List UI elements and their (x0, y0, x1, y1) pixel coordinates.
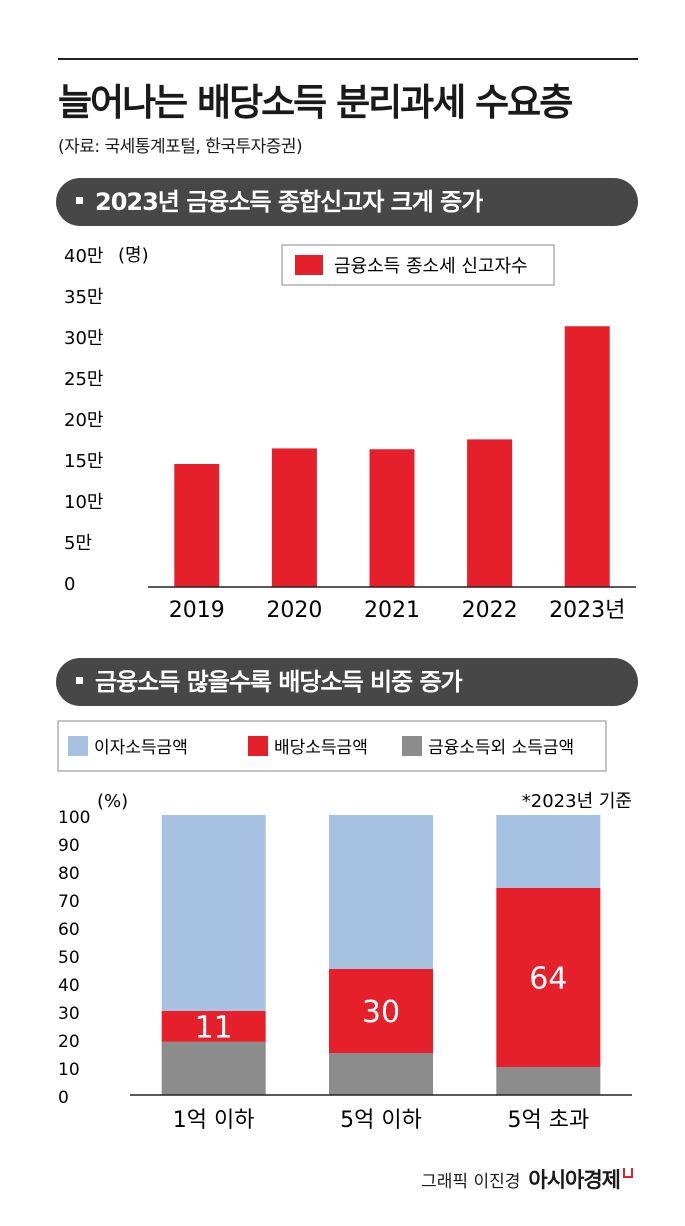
c1-bar (467, 439, 513, 587)
c2-bar-other (496, 1067, 601, 1095)
c2-bar-other (329, 1053, 433, 1095)
c2-bar-dividend (161, 1011, 266, 1042)
c2-bar-interest (496, 815, 601, 888)
c2-ytick-label: 50 (58, 948, 80, 968)
c1-bar (369, 449, 415, 587)
c1-xtick-label: 2019 (169, 598, 225, 623)
c1-bar (174, 464, 220, 587)
c1-xtick-label: 2022 (462, 598, 518, 623)
c1-ytick-label: 40만 (64, 246, 103, 267)
c2-unit-label: (%) (97, 791, 128, 812)
c2-legend-other: 금융소득외 소득금액 (428, 738, 574, 758)
c2-legend: 이자소득금액 배당소득금액 금융소득외 소득금액 (57, 720, 607, 772)
c2-ytick-label: 0 (58, 1088, 69, 1108)
c1-xtick-label: 2023년 (549, 598, 625, 623)
c2-ytick-label: 90 (58, 836, 80, 856)
c2-ytick-label: 100 (58, 808, 90, 828)
c2-data-label: 30 (362, 995, 400, 1030)
c2-ytick-label: 40 (58, 976, 80, 996)
c2-legend-swatch-other (402, 736, 422, 756)
c1-xtick-label: 2020 (266, 598, 322, 623)
c2-data-label: 11 (195, 1010, 233, 1045)
c1-ytick-label: 0 (64, 574, 75, 595)
c1-legend: 금융소득 종소세 신고자수 (281, 244, 555, 286)
c2-legend-dividend: 배당소득금액 (274, 738, 368, 758)
c2-ytick-label: 60 (58, 920, 80, 940)
top-rule (58, 58, 638, 60)
c2-bar-other (161, 1041, 266, 1095)
c1-xtick-label: 2021 (364, 598, 420, 623)
c2-legend-interest: 이자소득금액 (94, 738, 188, 758)
c2-ytick-label: 20 (58, 1032, 80, 1052)
c1-legend-swatch (295, 255, 323, 275)
c1-ytick-label: 10만 (64, 492, 103, 513)
c2-xtick-label: 5억 이하 (340, 1108, 422, 1133)
c2-xtick-label: 1억 이하 (173, 1108, 255, 1133)
source-note: (자료: 국세통계포털, 한국투자증권) (58, 137, 303, 157)
credit-text: 그래픽 이진경 (421, 1172, 521, 1192)
chart-reporters: (명) 금융소득 종소세 신고자수 0 5만 10만 15만 20만 25만 30만 35만 4… (64, 244, 636, 623)
c2-legend-box (57, 720, 607, 772)
c1-ytick-label: 5만 (64, 533, 92, 554)
c1-legend-label: 금융소득 종소세 신고자수 (334, 256, 528, 277)
c2-bar-dividend (496, 887, 601, 1067)
c2-legend-swatch-interest (68, 736, 88, 756)
c2-note: *2023년 기준 (522, 791, 632, 812)
section2-heading: 금융소득 많을수록 배당소득 비중 증가 (95, 668, 463, 696)
c2-ytick-label: 70 (58, 892, 80, 912)
c2-bar-interest (161, 815, 266, 1011)
section2-heading-bar: 금융소득 많을수록 배당소득 비중 증가 (56, 658, 638, 706)
brand-mark-icon (623, 1168, 633, 1178)
c1-ytick-label: 20만 (64, 410, 103, 431)
c2-bar-dividend (329, 969, 433, 1053)
c2-bar-interest (329, 815, 433, 969)
c2-legend-swatch-dividend (248, 736, 268, 756)
bullet-icon (76, 676, 83, 684)
section1-heading-bar: 2023년 금융소득 종합신고자 크게 증가 (56, 178, 638, 226)
c1-unit-label: (명) (118, 245, 149, 266)
c1-bar (271, 448, 317, 587)
c1-ytick-label: 35만 (64, 287, 103, 308)
c2-xtick-label: 5억 초과 (507, 1108, 589, 1133)
c1-ytick-label: 25만 (64, 369, 103, 390)
c1-ytick-label: 15만 (64, 451, 103, 472)
c1-ytick-label: 30만 (64, 328, 103, 349)
chart-income-share: 이자소득금액 배당소득금액 금융소득외 소득금액 *2023년 기준 (%) 0… (57, 720, 632, 1133)
c2-ytick-label: 80 (58, 864, 80, 884)
c2-ytick-label: 30 (58, 1004, 80, 1024)
bullet-icon (76, 196, 83, 204)
credit-line: 그래픽 이진경 아시아경제 (421, 1164, 633, 1194)
brand-logo: 아시아경제 (528, 1168, 621, 1192)
c1-legend-box (281, 244, 555, 286)
page-title: 늘어나는 배당소득 분리과세 수요층 (58, 81, 573, 124)
c1-bar (564, 326, 610, 587)
section1-heading: 2023년 금융소득 종합신고자 크게 증가 (95, 188, 483, 216)
c2-ytick-label: 10 (58, 1060, 80, 1080)
c2-data-label: 64 (529, 961, 567, 996)
